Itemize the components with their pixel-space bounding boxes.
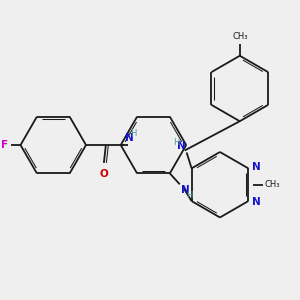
Text: O: O xyxy=(100,169,108,179)
Text: CH₃: CH₃ xyxy=(265,180,280,189)
Text: N: N xyxy=(252,197,261,207)
Text: N: N xyxy=(252,162,261,172)
Text: N: N xyxy=(125,133,134,142)
Text: N: N xyxy=(177,142,186,152)
Text: H: H xyxy=(173,137,180,146)
Text: N: N xyxy=(181,185,190,195)
Text: H: H xyxy=(130,129,136,138)
Text: CH₃: CH₃ xyxy=(232,32,248,41)
Text: F: F xyxy=(2,140,9,150)
Text: H: H xyxy=(186,191,193,200)
